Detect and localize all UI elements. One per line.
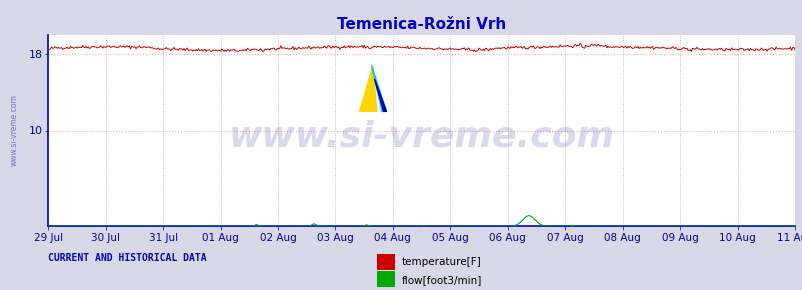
Text: temperature[F]: temperature[F] — [401, 258, 480, 267]
Text: www.si-vreme.com: www.si-vreme.com — [10, 95, 19, 166]
Polygon shape — [374, 79, 386, 111]
Text: www.si-vreme.com: www.si-vreme.com — [229, 119, 614, 153]
Title: Temenica-Rožni Vrh: Temenica-Rožni Vrh — [337, 17, 505, 32]
Text: CURRENT AND HISTORICAL DATA: CURRENT AND HISTORICAL DATA — [48, 253, 207, 263]
Polygon shape — [371, 66, 386, 111]
Text: flow[foot3/min]: flow[foot3/min] — [401, 275, 481, 285]
Polygon shape — [359, 66, 376, 111]
